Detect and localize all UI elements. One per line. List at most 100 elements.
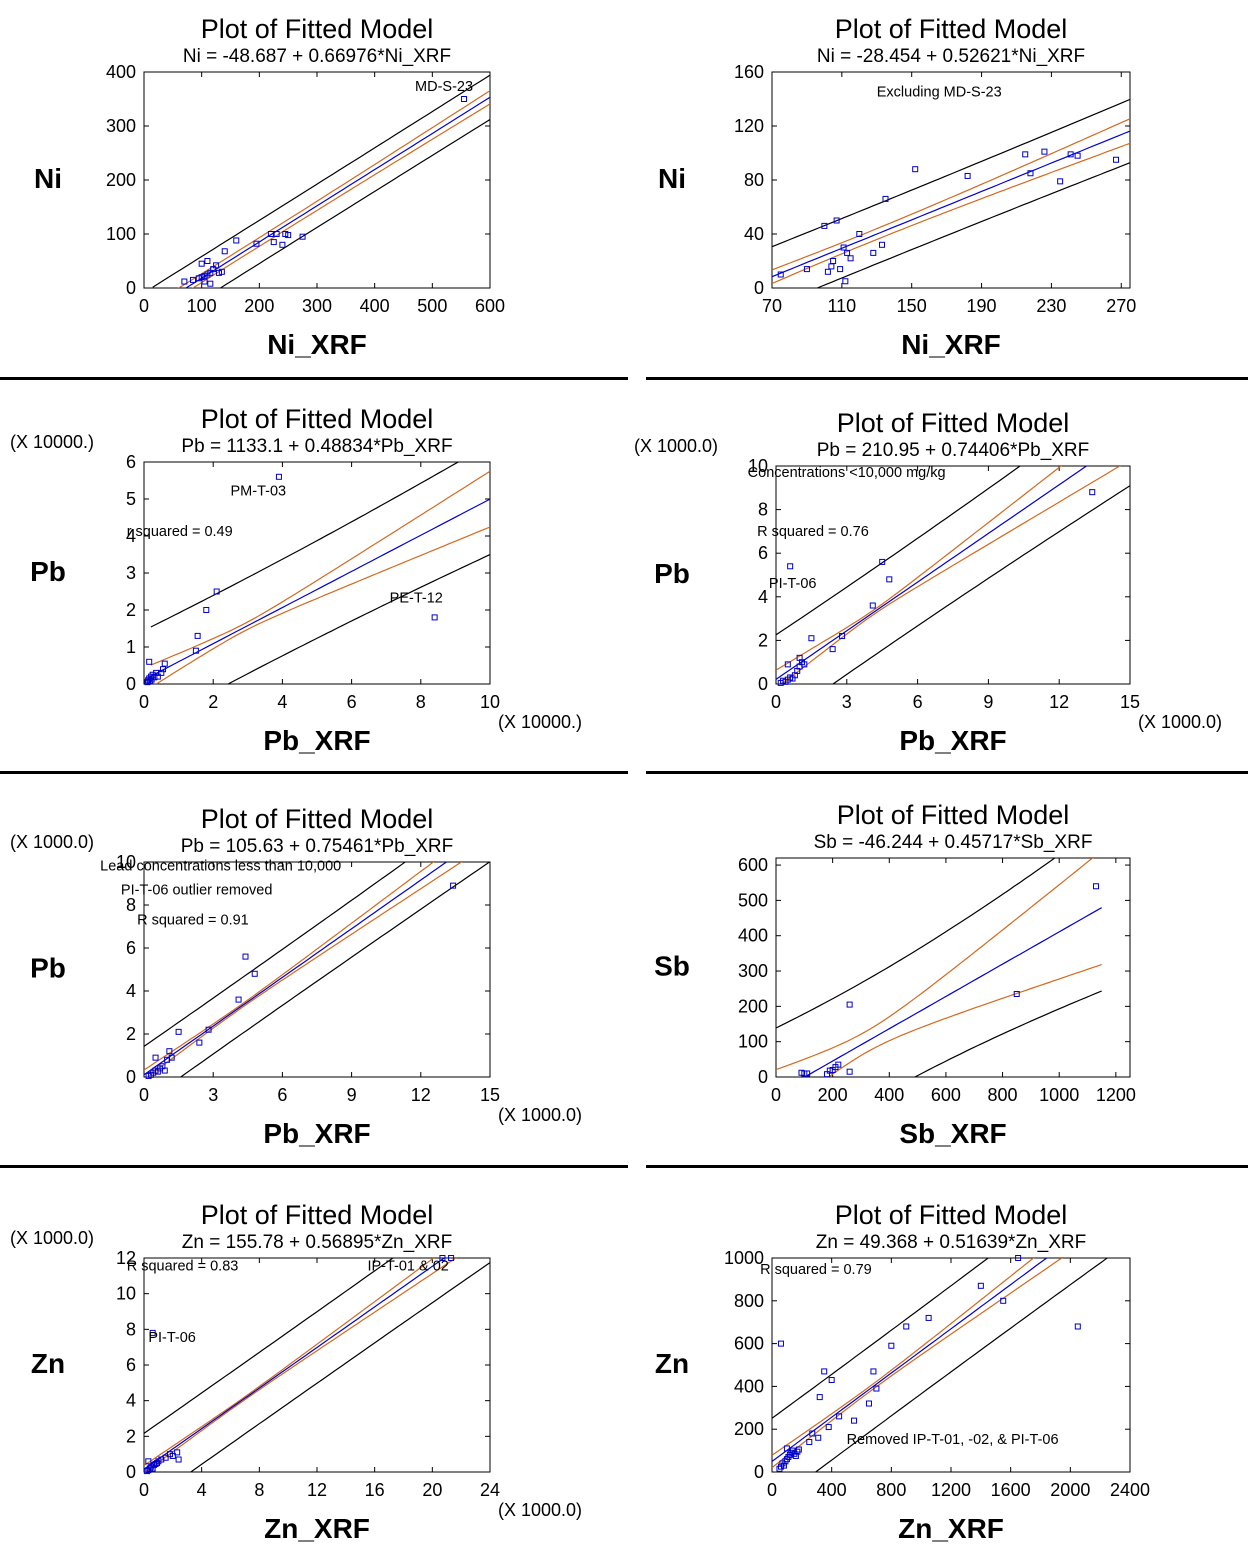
confidence-limit-lower xyxy=(146,862,463,1077)
data-point xyxy=(840,244,847,251)
y-axis-label: Ni xyxy=(34,163,62,194)
data-point xyxy=(870,1368,877,1375)
y-multiplier: (X 1000.0) xyxy=(10,1228,94,1248)
y-tick-label: 10 xyxy=(116,1284,136,1304)
data-point xyxy=(787,563,794,570)
x-tick-label: 150 xyxy=(897,296,927,316)
data-point xyxy=(221,248,228,255)
annotation-label: PE-T-12 xyxy=(390,591,443,607)
prediction-limit-lower xyxy=(226,554,490,684)
annotation-label: r squared = 0.49 xyxy=(127,524,233,540)
data-point xyxy=(964,172,971,179)
chart-subtitle: Pb = 105.63 + 0.75461*Pb_XRF xyxy=(181,836,454,857)
separator-line xyxy=(646,771,1248,774)
x-axis-label: Zn_XRF xyxy=(898,1513,1004,1544)
data-point xyxy=(1067,151,1074,158)
y-tick-label: 200 xyxy=(738,996,768,1016)
x-axis-label: Ni_XRF xyxy=(267,329,367,360)
data-point xyxy=(235,996,242,1003)
y-tick-label: 4 xyxy=(126,981,136,1001)
data-point xyxy=(842,278,849,285)
data-point xyxy=(795,1446,802,1453)
y-axis-label: Zn xyxy=(655,1348,689,1379)
data-point xyxy=(175,1028,182,1035)
data-point xyxy=(1000,1297,1007,1304)
data-point xyxy=(162,1454,169,1461)
annotation-label: PI-T-06 xyxy=(148,1330,196,1346)
data-point xyxy=(856,231,863,237)
y-tick-label: 10 xyxy=(116,852,136,872)
y-tick-label: 2 xyxy=(126,1024,136,1044)
data-point xyxy=(873,1385,880,1392)
data-point xyxy=(1027,170,1034,177)
data-point xyxy=(190,276,197,283)
y-tick-label: 600 xyxy=(734,1334,764,1354)
chart-title: Plot of Fitted Model xyxy=(835,14,1068,44)
y-axis-label: Sb xyxy=(654,951,690,982)
y-tick-label: 0 xyxy=(126,1462,136,1482)
prediction-limit-upper xyxy=(776,466,1022,636)
x-axis-label: Pb_XRF xyxy=(263,1118,370,1149)
x-tick-label: 0 xyxy=(771,1085,781,1105)
x-tick-label: 0 xyxy=(139,692,149,712)
x-tick-label: 200 xyxy=(244,296,274,316)
x-tick-label: 400 xyxy=(360,296,390,316)
data-point xyxy=(830,258,837,264)
x-tick-label: 2000 xyxy=(1050,1480,1090,1500)
data-point xyxy=(886,576,893,583)
data-point xyxy=(865,1400,872,1407)
data-point xyxy=(207,280,214,287)
y-tick-label: 0 xyxy=(758,1067,768,1087)
data-point xyxy=(846,1068,853,1075)
data-point xyxy=(977,1282,984,1289)
data-point xyxy=(847,255,854,262)
chart-panel-6: Plot of Fitted Model Sb = -46.244 + 0.457… xyxy=(624,780,1248,1169)
data-point xyxy=(285,232,292,239)
x-tick-label: 24 xyxy=(480,1480,500,1500)
y-tick-label: 160 xyxy=(734,62,764,82)
confidence-limit-lower xyxy=(781,466,1121,684)
y-tick-label: 200 xyxy=(734,1419,764,1439)
data-point xyxy=(153,1460,160,1467)
y-tick-label: 4 xyxy=(126,1391,136,1411)
separator-line xyxy=(0,771,628,774)
chart-subtitle: Sb = -46.244 + 0.45717*Sb_XRF xyxy=(814,832,1093,853)
data-point xyxy=(870,249,877,256)
y-axis-label: Pb xyxy=(30,556,66,587)
data-point xyxy=(828,1376,835,1383)
confidence-limit-lower xyxy=(772,142,1130,285)
data-point xyxy=(1015,1255,1022,1261)
y-tick-label: 2 xyxy=(758,630,768,650)
chart-panel-1: Plot of Fitted Model Ni = -48.687 + 0.669… xyxy=(0,0,624,389)
x-tick-label: 12 xyxy=(411,1085,431,1105)
chart-subtitle: Zn = 155.78 + 0.56895*Zn_XRF xyxy=(182,1232,452,1253)
x-multiplier: (X 1000.0) xyxy=(498,1105,582,1125)
data-point xyxy=(270,239,277,246)
data-point xyxy=(804,1070,811,1077)
y-tick-label: 12 xyxy=(116,1248,136,1268)
x-tick-label: 0 xyxy=(139,1480,149,1500)
annotation-label: MD-S-23 xyxy=(415,79,473,95)
x-tick-label: 1600 xyxy=(991,1480,1031,1500)
data-point xyxy=(151,674,158,681)
data-point xyxy=(828,263,835,270)
y-tick-label: 80 xyxy=(744,170,764,190)
y-tick-label: 0 xyxy=(126,674,136,694)
data-point xyxy=(846,1001,853,1008)
y-tick-label: 2 xyxy=(126,600,136,620)
plot-frame xyxy=(771,71,1131,289)
data-point xyxy=(837,266,844,273)
y-tick-label: 500 xyxy=(738,890,768,910)
data-point xyxy=(1089,489,1096,496)
fitted-line xyxy=(772,130,1130,278)
y-tick-label: 800 xyxy=(734,1291,764,1311)
prediction-limit-upper xyxy=(152,74,490,288)
y-tick-label: 4 xyxy=(126,526,136,546)
y-tick-label: 10 xyxy=(748,456,768,476)
data-point xyxy=(149,1329,156,1336)
annotation-label: R squared = 0.83 xyxy=(127,1258,239,1274)
data-point xyxy=(801,661,808,668)
prediction-limit-lower xyxy=(815,162,1130,288)
chart-title: Plot of Fitted Model xyxy=(837,408,1070,438)
data-point xyxy=(803,266,810,273)
